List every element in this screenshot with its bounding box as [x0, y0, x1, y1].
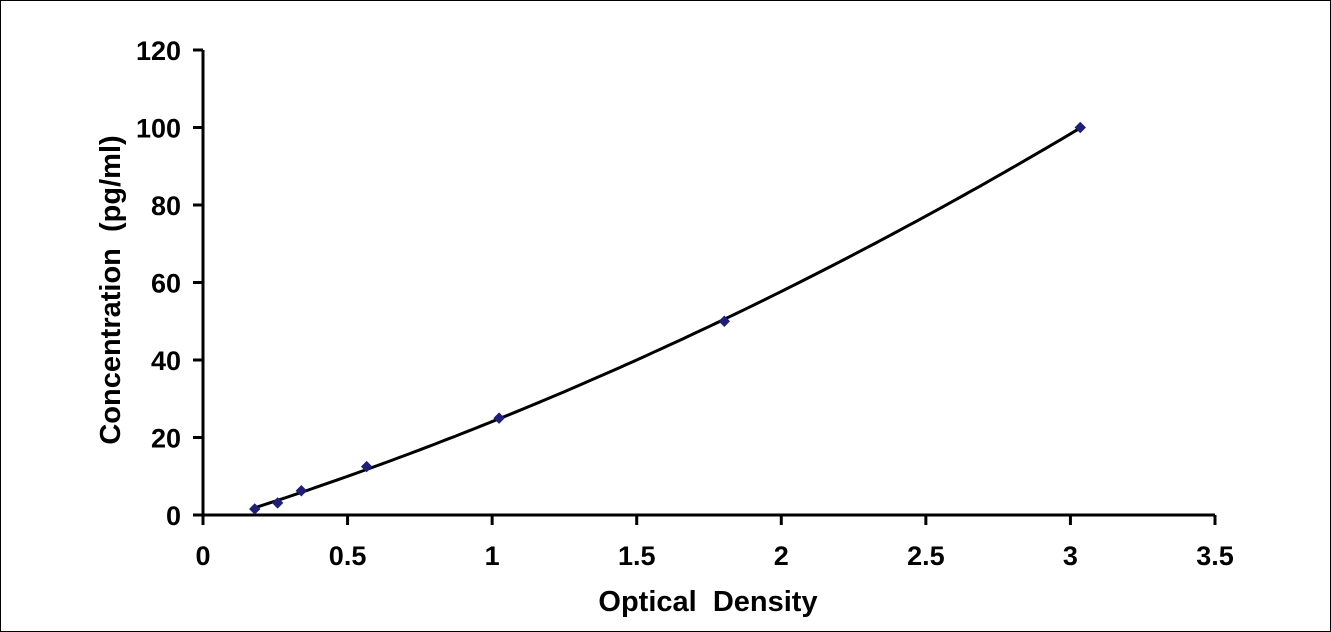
x-axis-label: Optical Density — [598, 586, 817, 618]
x-tick-label: 0 — [195, 541, 210, 571]
y-tick-label: 0 — [166, 501, 181, 531]
y-tick-label: 40 — [151, 346, 181, 376]
y-tick-label: 20 — [151, 424, 181, 454]
y-tick-label: 60 — [151, 269, 181, 299]
x-tick-label: 0.5 — [329, 541, 367, 571]
data-point — [1074, 121, 1086, 134]
x-tick-label: 2 — [774, 541, 789, 571]
x-tick-label: 1 — [485, 541, 500, 571]
data-point — [271, 497, 284, 509]
axes: 0 20 40 60 80 100 120 0 0.5 1 1.5 2 2.5 3 3.5 — [136, 36, 1234, 571]
data-point — [295, 485, 308, 497]
x-tick-label: 1.5 — [618, 541, 656, 571]
fit-curve — [254, 126, 1082, 510]
y-tick-label: 100 — [136, 114, 181, 144]
data-point — [493, 412, 505, 424]
y-axis-label: Concentration (pg/ml) — [95, 135, 127, 444]
data-point — [360, 460, 373, 473]
y-tick-label: 120 — [136, 36, 181, 66]
x-tick-label: 3.5 — [1196, 541, 1234, 571]
fit-curve-layer — [254, 126, 1082, 510]
x-tick-label: 3 — [1063, 541, 1078, 571]
data-point — [249, 503, 261, 515]
data-point — [718, 315, 731, 327]
y-tick-label: 80 — [151, 191, 181, 221]
data-points-layer — [249, 121, 1086, 515]
x-tick-label: 2.5 — [907, 541, 945, 571]
labels-layer: Optical Density Concentration (pg/ml) — [95, 135, 818, 618]
